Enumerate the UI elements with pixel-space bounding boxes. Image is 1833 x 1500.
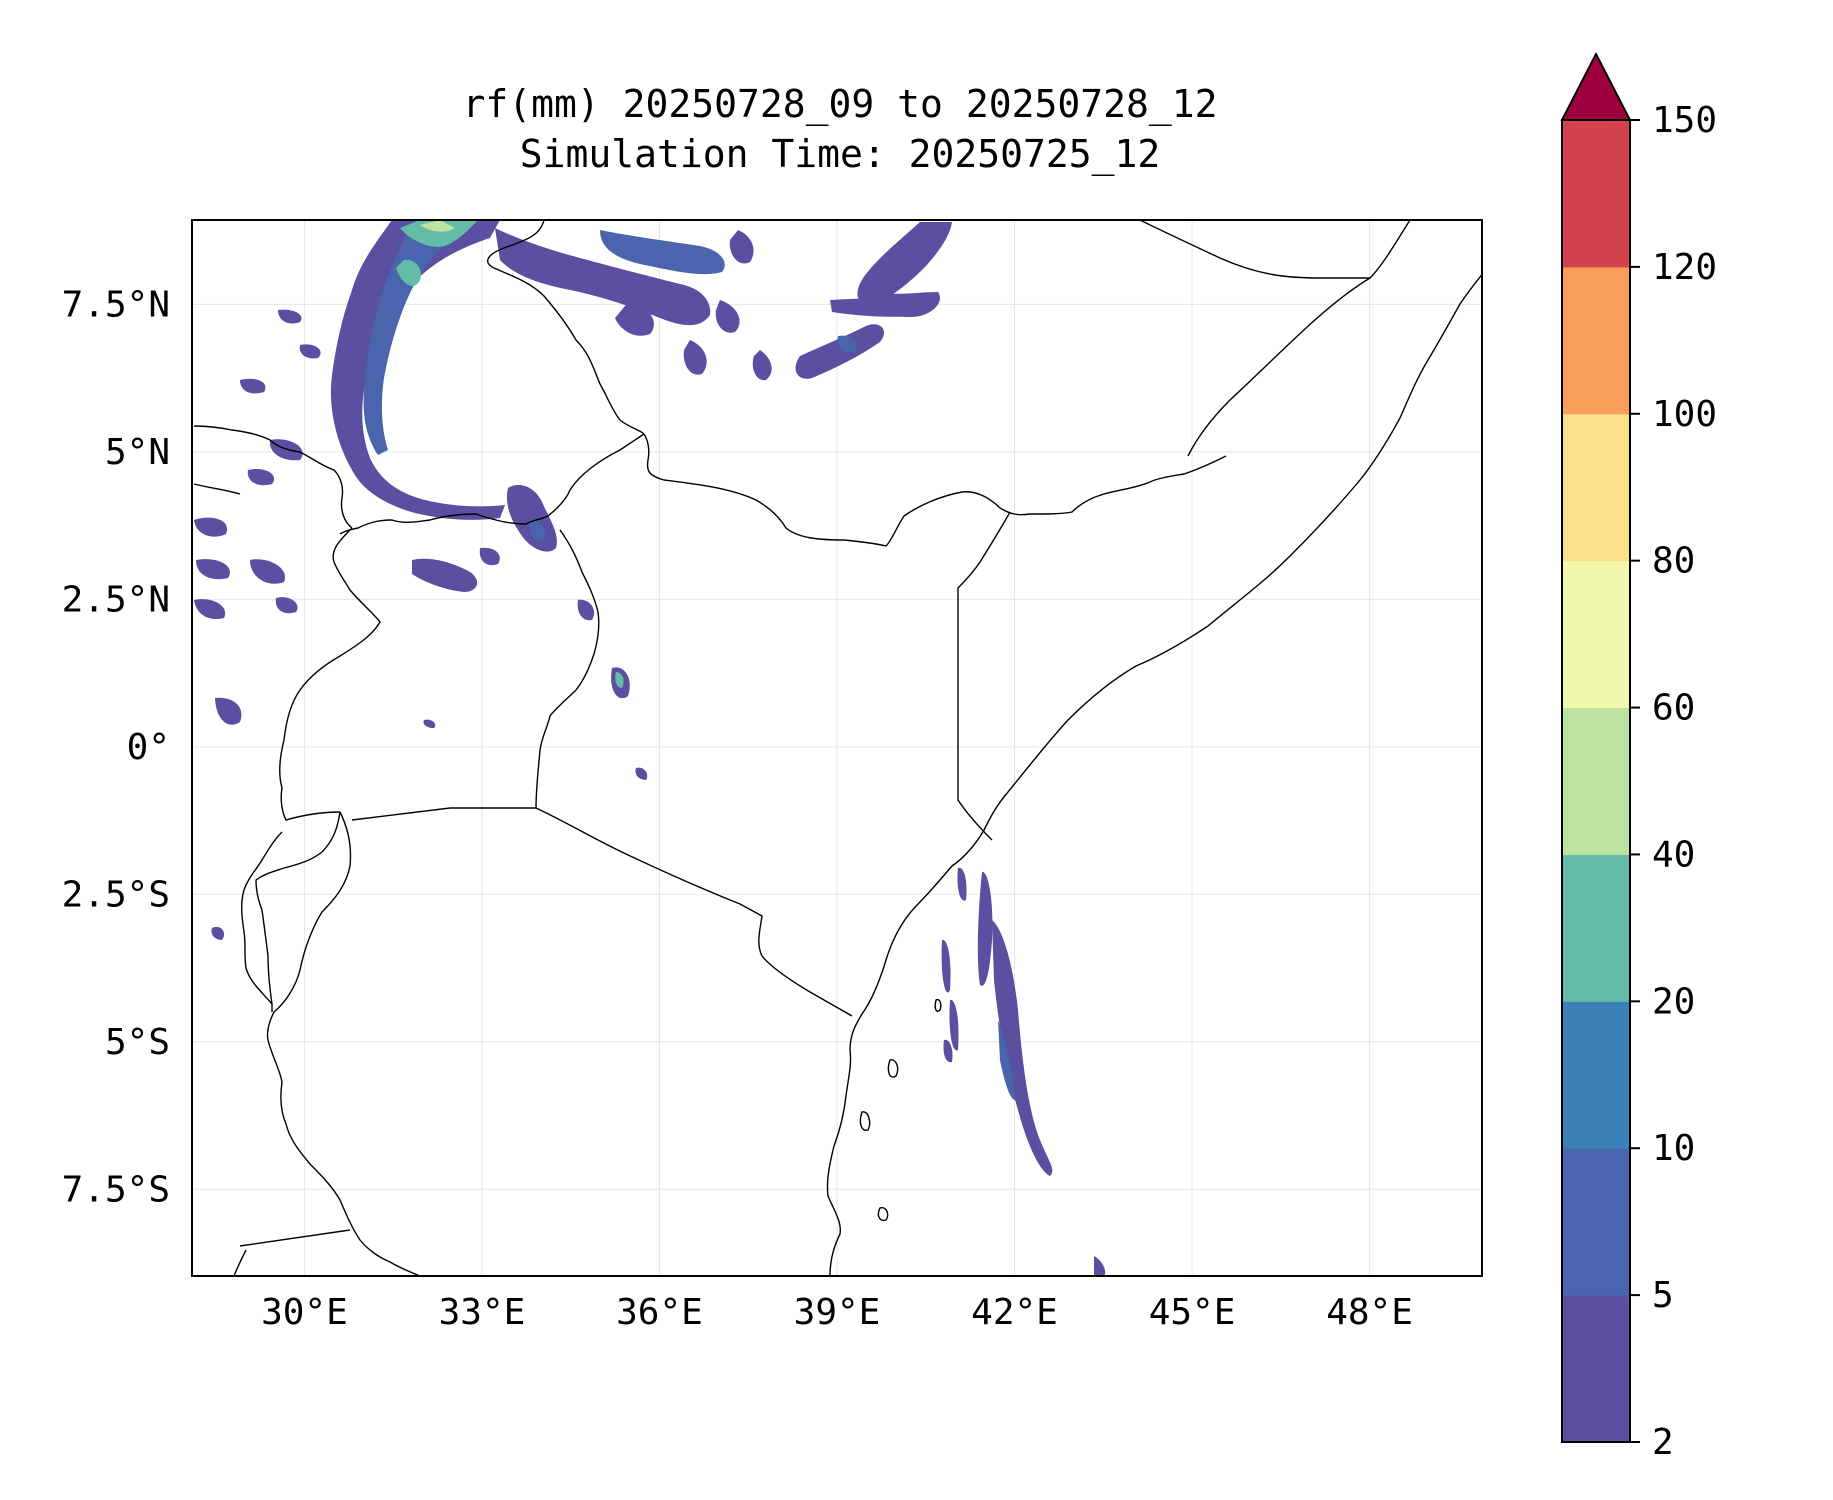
lat-tick-label: 7.5°N [62,284,170,325]
colorbar-tick-label: 80 [1652,541,1695,582]
rain-band-north [495,228,711,326]
lon-tick-label: 36°E [616,1292,703,1333]
colorbar-segment [1562,413,1630,562]
colorbar-segment [1562,1295,1630,1443]
lon-tick-label: 48°E [1326,1292,1413,1333]
lon-tick-label: 45°E [1149,1292,1236,1333]
rain-arc-inner [363,228,462,455]
lon-tick-label: 33°E [439,1292,526,1333]
colorbar-segment [1562,266,1630,415]
colorbar-tick-label: 20 [1652,981,1695,1022]
colorbar-segment [1562,560,1630,709]
rain-band-ocean-1 [977,871,993,986]
lon-tick-label: 42°E [971,1292,1058,1333]
rain-cluster-turkana [506,484,557,552]
title-line-2: Simulation Time: 20250725_12 [519,132,1161,176]
lon-tick-label: 39°E [794,1292,881,1333]
colorbar: 2 5 10 20 40 60 80 100 120 150 [1560,51,1717,1463]
colorbar-tick-label: 60 [1652,688,1695,729]
colorbar-tick-label: 5 [1652,1275,1674,1316]
colorbar-segment [1562,854,1630,1002]
map-frame [191,219,1483,1277]
colorbar-segment [1562,1001,1630,1149]
axis-ticks: 30°E 33°E 36°E 39°E 42°E 45°E 48°E 7.5°N 5°N 2.5°… [62,284,1413,1333]
rainfall-contours [194,220,1106,1276]
colorbar-extend-arrow [1560,51,1632,121]
colorbar-segment [1562,707,1630,855]
colorbar-tick-label: 2 [1652,1422,1674,1463]
lat-tick-label: 5°S [105,1022,170,1063]
rain-core-north [400,220,478,247]
rain-band-ocean-2 [992,920,1053,1176]
gridlines [192,220,1482,1276]
lat-tick-label: 0° [127,727,170,768]
colorbar-segment [1562,120,1630,268]
lon-tick-label: 30°E [261,1292,348,1333]
colorbar-tick-label: 150 [1652,100,1717,141]
lat-tick-label: 7.5°S [62,1169,170,1210]
colorbar-segment [1562,1148,1630,1296]
colorbar-tick-label: 40 [1652,834,1695,875]
title-line-1: rf(mm) 20250728_09 to 20250728_12 [462,82,1218,126]
lat-tick-label: 5°N [105,432,170,473]
rain-core-north-2 [420,220,455,232]
lat-tick-label: 2.5°S [62,874,170,915]
colorbar-tick-label: 120 [1652,247,1717,288]
colorbar-tick-label: 10 [1652,1128,1695,1169]
rain-streak-ethiopia [857,222,952,305]
rain-arc-northwest [330,220,505,520]
rain-core-mid [396,259,421,287]
colorbar-frame [1561,119,1631,1443]
lat-tick-label: 2.5°N [62,579,170,620]
colorbar-tick-label: 100 [1652,394,1717,435]
country-borders [193,220,1482,1276]
